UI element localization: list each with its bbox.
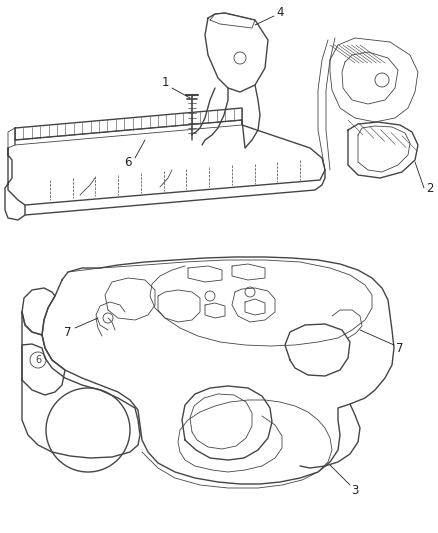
- Text: 4: 4: [276, 5, 284, 19]
- Text: 6: 6: [35, 355, 41, 365]
- Text: 3: 3: [351, 483, 359, 497]
- Text: 6: 6: [124, 156, 132, 168]
- Text: 1: 1: [161, 76, 169, 88]
- Text: 2: 2: [426, 182, 434, 195]
- Text: 7: 7: [396, 342, 404, 354]
- Text: 7: 7: [64, 326, 72, 338]
